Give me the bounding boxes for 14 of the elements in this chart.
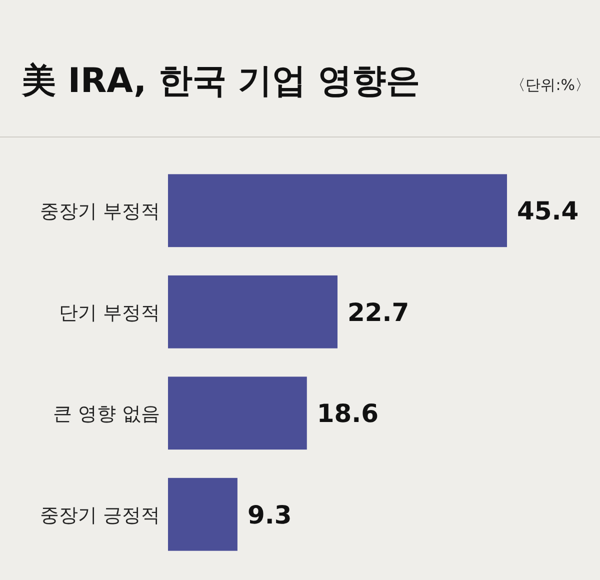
data-label: 22.7 bbox=[348, 298, 410, 327]
y-tick-label: 중장기 긍정적 bbox=[40, 504, 160, 526]
data-label: 45.4 bbox=[517, 196, 579, 226]
y-tick-label: 중장기 부정적 bbox=[40, 200, 160, 223]
y-tick-label: 단기 부정적 bbox=[58, 302, 160, 324]
data-label: 18.6 bbox=[316, 399, 379, 428]
bar bbox=[168, 275, 338, 348]
bar bbox=[168, 376, 307, 450]
bar bbox=[168, 174, 507, 248]
chart-title: 美 IRA, 한국 기업 영향은 bbox=[21, 61, 420, 101]
text: 〈단위:%〉 bbox=[510, 76, 590, 94]
y-tick-label: 큰 영향 없음 bbox=[52, 403, 160, 426]
data-label: 9.3 bbox=[247, 500, 292, 530]
bar bbox=[168, 478, 238, 551]
